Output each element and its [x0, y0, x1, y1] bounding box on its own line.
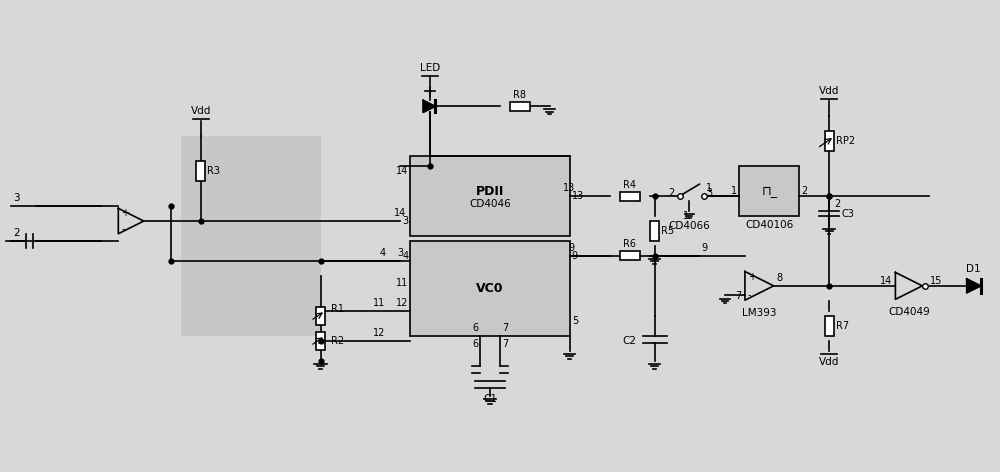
Text: 3: 3: [397, 248, 403, 258]
Bar: [825, 316, 834, 336]
Text: 8: 8: [777, 273, 783, 283]
Text: 2: 2: [13, 228, 20, 238]
Text: ⊓_: ⊓_: [761, 185, 777, 198]
Text: LM393: LM393: [742, 308, 777, 318]
Bar: [181, 136, 320, 336]
Text: 6: 6: [472, 339, 478, 349]
Text: 3: 3: [13, 193, 20, 203]
Text: 1: 1: [731, 186, 737, 196]
Text: RP2: RP2: [836, 136, 855, 146]
Text: 12: 12: [396, 298, 408, 308]
Text: C3: C3: [841, 209, 854, 219]
Text: R3: R3: [207, 166, 220, 176]
Text: 15: 15: [930, 276, 943, 286]
Text: Vdd: Vdd: [191, 106, 211, 116]
Bar: [739, 166, 799, 216]
Text: 14: 14: [396, 166, 408, 176]
Text: C2: C2: [623, 336, 637, 346]
Text: R7: R7: [836, 321, 849, 331]
Text: R8: R8: [513, 90, 526, 100]
Text: R2: R2: [331, 336, 345, 346]
Text: 9: 9: [701, 243, 707, 253]
Text: C1: C1: [483, 394, 497, 404]
Text: PDII: PDII: [476, 185, 504, 198]
Text: 4: 4: [402, 251, 408, 261]
Text: 13: 13: [563, 183, 575, 193]
Text: 14: 14: [880, 276, 892, 286]
Bar: [316, 307, 325, 325]
Text: 13: 13: [572, 191, 584, 201]
Text: 12: 12: [373, 328, 385, 338]
Text: 2: 2: [801, 186, 807, 196]
Text: +: +: [748, 272, 756, 282]
Bar: [825, 131, 834, 151]
Text: R4: R4: [623, 180, 636, 190]
Text: 11: 11: [373, 298, 385, 308]
Text: 14: 14: [394, 208, 406, 218]
Text: 1: 1: [706, 183, 712, 193]
Text: 5: 5: [572, 316, 578, 326]
Text: 2: 2: [668, 188, 675, 198]
Text: -: -: [121, 224, 125, 234]
Text: 2: 2: [834, 199, 840, 209]
Text: R1: R1: [331, 304, 344, 314]
Bar: [316, 332, 325, 350]
Text: CD4049: CD4049: [888, 307, 930, 317]
Text: D1: D1: [966, 264, 981, 274]
Text: LED: LED: [420, 63, 440, 74]
Polygon shape: [967, 279, 981, 293]
Text: 7: 7: [502, 323, 508, 333]
Text: 4: 4: [379, 248, 385, 258]
Text: VC0: VC0: [476, 282, 504, 295]
Text: Vdd: Vdd: [819, 357, 839, 367]
Bar: [650, 221, 659, 241]
Text: R6: R6: [623, 239, 636, 250]
Text: 3: 3: [402, 216, 408, 226]
Bar: [620, 192, 640, 201]
Text: 11: 11: [396, 278, 408, 288]
Text: CD4046: CD4046: [469, 199, 511, 209]
Text: 9: 9: [569, 243, 575, 253]
Text: R5: R5: [661, 226, 674, 236]
Text: 3: 3: [706, 188, 713, 198]
Text: 9: 9: [572, 251, 578, 261]
Text: -: -: [748, 290, 751, 300]
Bar: [510, 102, 530, 111]
Text: CD40106: CD40106: [745, 220, 793, 230]
Polygon shape: [423, 101, 435, 112]
Bar: [410, 241, 570, 336]
Text: CD4066: CD4066: [669, 221, 710, 231]
Bar: [196, 161, 205, 181]
Text: +: +: [121, 208, 129, 218]
Text: 1: 1: [683, 211, 690, 221]
Text: 7: 7: [736, 291, 742, 301]
Bar: [620, 252, 640, 261]
Bar: [410, 156, 570, 236]
Text: 7: 7: [502, 339, 508, 349]
Text: 6: 6: [472, 323, 478, 333]
Text: Vdd: Vdd: [819, 86, 839, 96]
